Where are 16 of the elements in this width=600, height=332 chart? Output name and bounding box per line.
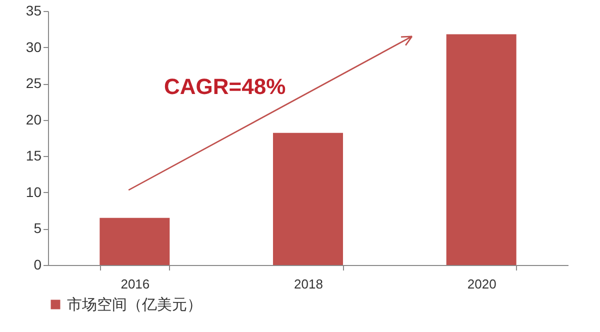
legend-label: 市场空间（亿美元） bbox=[67, 296, 202, 314]
bar bbox=[446, 34, 516, 265]
y-tick-label: 15 bbox=[26, 148, 42, 164]
y-tick-label: 20 bbox=[26, 111, 42, 128]
y-tick-label: 35 bbox=[26, 2, 42, 18]
y-tick-label: 25 bbox=[26, 75, 42, 92]
annotation: CAGR=48% bbox=[164, 74, 286, 100]
x-tick-label: 2018 bbox=[294, 276, 323, 292]
y-tick-label: 30 bbox=[26, 38, 42, 55]
x-tick-label: 2020 bbox=[467, 276, 496, 292]
y-tick-label: 10 bbox=[26, 184, 42, 200]
bar bbox=[100, 218, 170, 265]
bar bbox=[273, 132, 343, 265]
y-tick-label: 5 bbox=[34, 220, 42, 236]
x-tick-label: 2016 bbox=[120, 276, 150, 292]
y-tick-label: 0 bbox=[34, 256, 42, 272]
